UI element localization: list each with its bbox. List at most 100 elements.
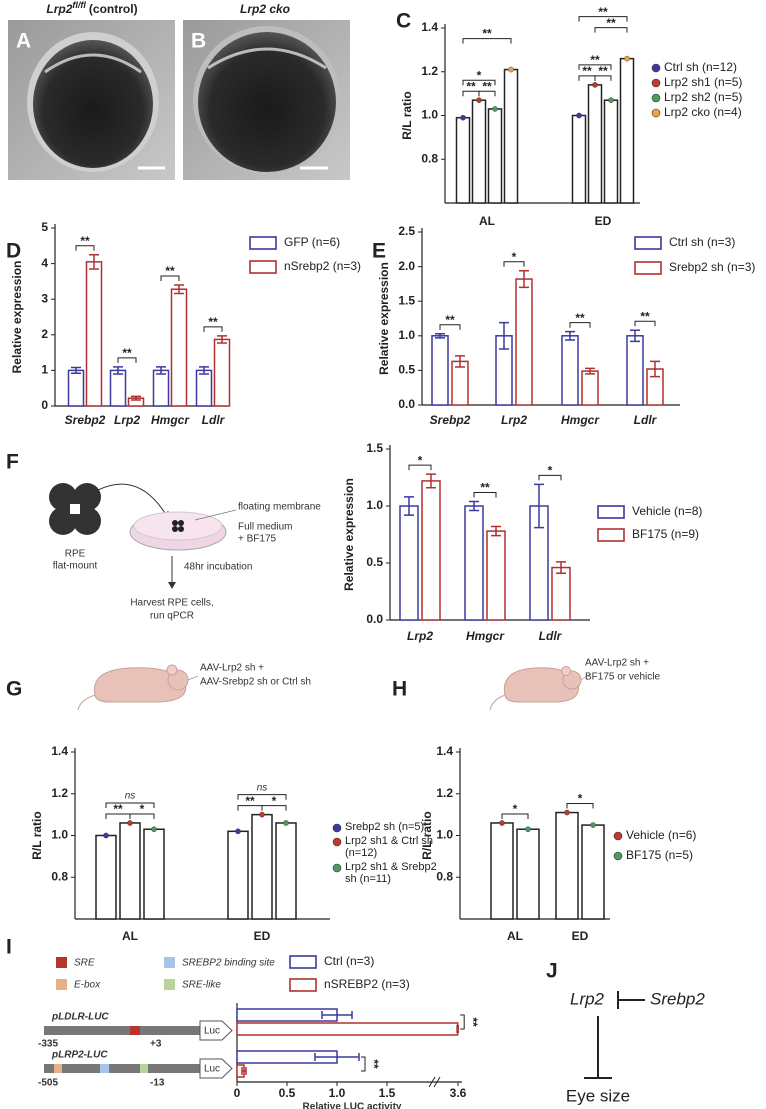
x-tick-label: Lrp2: [114, 413, 140, 427]
legend-label: BF175 (n=9): [632, 527, 699, 541]
schematic-text: Harvest RPE cells,: [130, 598, 213, 609]
sig-bracket: [129, 813, 155, 819]
bar: [581, 824, 605, 920]
sig-bracket: [578, 16, 628, 22]
y-tick-label: 0.0: [366, 612, 383, 626]
legend-label: Ctrl sh (n=12): [664, 60, 737, 74]
y-axis-label: R/L ratio: [420, 811, 434, 859]
mean-dot: [151, 826, 157, 833]
sig-bracket: [160, 275, 180, 281]
mean-dot: [499, 820, 505, 826]
error-bar: [131, 395, 141, 401]
x-tick-label: 0.5: [279, 1086, 296, 1100]
legend-marker: [613, 831, 623, 841]
y-axis-label: Relative expression: [377, 262, 391, 375]
bar: [551, 566, 571, 621]
error-bar: [519, 270, 529, 289]
y-tick-label: 1.4: [421, 20, 438, 34]
error-bar: [469, 500, 479, 512]
y-tick-label: 2.5: [398, 224, 415, 238]
inhibition-arrow: [584, 991, 645, 1079]
construct-text: -335: [38, 1039, 58, 1050]
title-part: fl/fl: [72, 0, 86, 10]
y-tick-label: 1.2: [51, 786, 68, 800]
legend-box: Srebp2 sh (n=5): [345, 821, 425, 833]
bar: [561, 335, 579, 406]
y-tick-label: 1.0: [421, 108, 438, 122]
key-swatch: [164, 979, 175, 990]
bar: [490, 822, 514, 920]
error-bar: [650, 360, 660, 378]
error-bar: [456, 1025, 459, 1033]
mouse: [77, 664, 199, 711]
sig-bracket: [117, 357, 137, 363]
key-label: SRE-like: [182, 980, 221, 991]
sig-bracket: [75, 245, 95, 251]
panel-letter: I: [6, 936, 12, 959]
y-tick-label: 0.8: [421, 151, 438, 165]
sig-label: *: [578, 792, 583, 806]
model-text: Eye size: [566, 1086, 630, 1105]
construct-name: pLRP2-LUC: [51, 1050, 108, 1061]
bar: [626, 335, 644, 406]
sig-label: **: [480, 481, 490, 495]
legend-label: Srebp2 sh (n=3): [669, 260, 755, 274]
bar: [587, 84, 603, 204]
mouse-text: AAV-Srebp2 sh or Ctrl sh: [200, 677, 311, 688]
error-bar: [630, 329, 640, 343]
mean-dot: [608, 97, 614, 103]
sig-bracket: [566, 803, 594, 809]
key-swatch: [164, 957, 175, 968]
x-tick-label: Ldlr: [634, 413, 658, 427]
photo: [8, 20, 175, 180]
y-tick-label: 0.8: [436, 869, 453, 883]
legend-label: Ctrl (n=3): [324, 954, 374, 968]
sig-bracket: [569, 322, 591, 328]
sig-label: **: [606, 16, 616, 30]
sig-label: *: [140, 802, 145, 816]
legend-label: Vehicle (n=8): [632, 504, 702, 518]
legend-marker: [332, 837, 342, 847]
key-swatch: [56, 979, 67, 990]
error-bar: [455, 355, 465, 368]
mean-dot: [460, 114, 466, 121]
legend-label: Lrp2 sh1 & Ctrl sh (n=12): [345, 835, 434, 859]
legend-marker: [289, 978, 317, 992]
error-bar: [199, 366, 209, 375]
legend-marker: [613, 851, 623, 861]
x-tick-label: Lrp2: [407, 629, 433, 643]
bar: [119, 822, 141, 920]
y-tick-label: 3: [41, 291, 48, 305]
mean-dot: [592, 82, 598, 88]
sig-bracket: [478, 90, 496, 97]
sig-label: **: [122, 346, 132, 360]
key-label: SRE: [74, 958, 95, 969]
error-bar: [174, 284, 184, 295]
y-tick-label: 1.5: [398, 293, 415, 307]
mean-dot: [127, 820, 133, 826]
legend-label: Srebp2 sh (n=5): [345, 821, 425, 833]
y-tick-label: 1.4: [51, 744, 68, 758]
bar: [195, 369, 213, 407]
rpe-flatmount: [49, 483, 101, 535]
sig-label: **: [113, 802, 123, 816]
sig-bracket: [578, 64, 612, 70]
error-bar: [426, 473, 436, 489]
construct: [44, 1020, 233, 1041]
sig-label: **: [245, 794, 255, 808]
legend-marker: [651, 63, 661, 73]
panel-letter: A: [16, 30, 31, 53]
x-tick-label: Ldlr: [202, 413, 226, 427]
y-tick-label: 0.0: [398, 397, 415, 411]
sig-label: **: [598, 5, 608, 19]
y-tick-label: 1.0: [51, 828, 68, 842]
mean-dot: [476, 97, 482, 103]
construct-text: -505: [38, 1078, 58, 1089]
axis-break: [428, 1076, 441, 1088]
y-tick-label: 5: [41, 220, 48, 234]
sig-label: **: [598, 64, 608, 78]
sig-bracket: [503, 261, 525, 267]
bar: [236, 1022, 459, 1036]
legend-marker: [332, 863, 342, 873]
